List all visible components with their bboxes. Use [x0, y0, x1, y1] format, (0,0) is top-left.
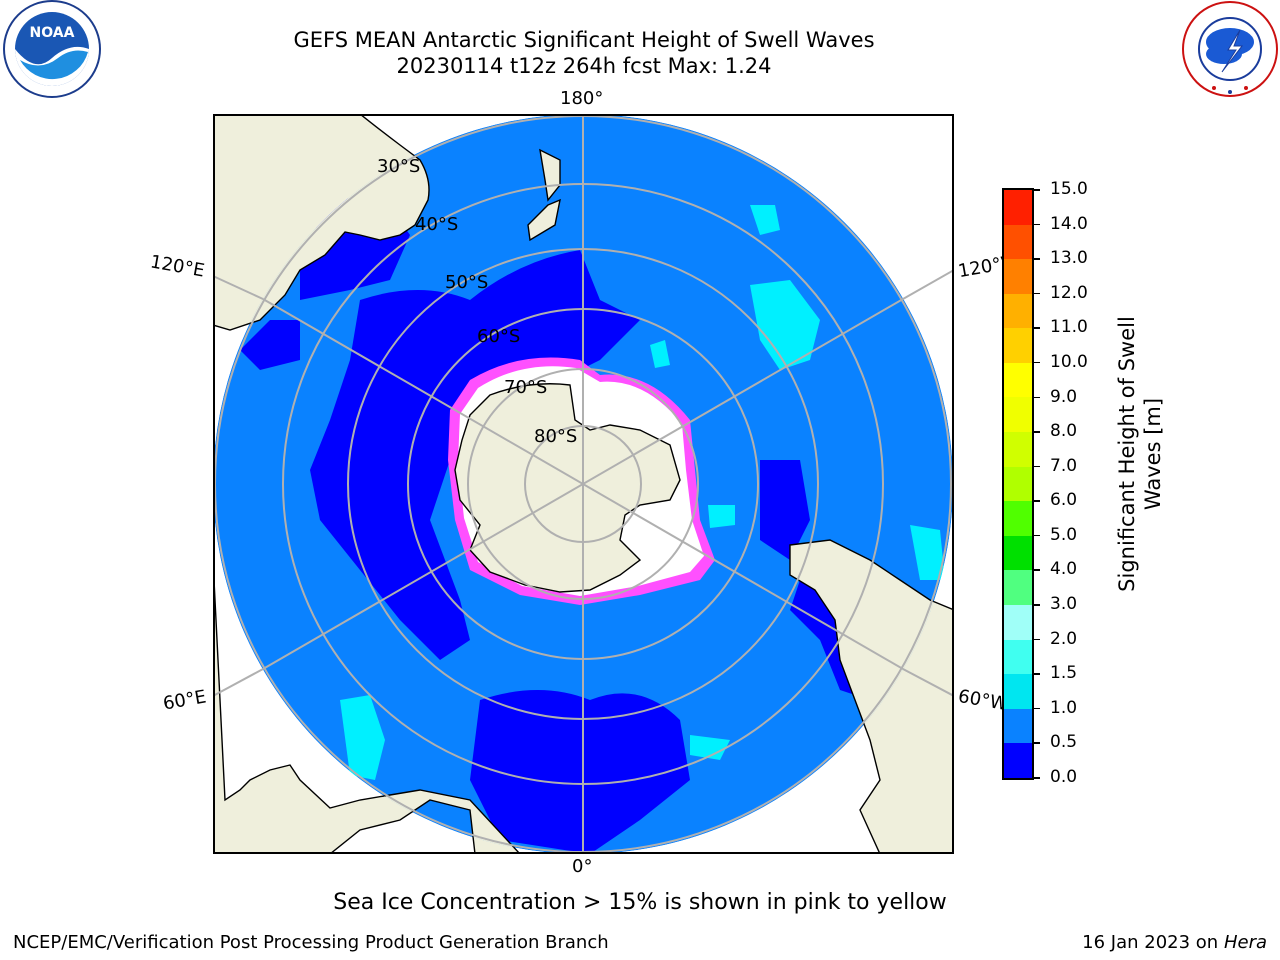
colorbar-tick-label: 5.0: [1050, 524, 1078, 545]
colorbar-segment: [1004, 743, 1032, 778]
lat-label-80s: 80°S: [534, 426, 578, 447]
colorbar-segment: [1004, 501, 1032, 536]
colorbar-tick-label: 1.0: [1050, 697, 1078, 718]
colorbar-tick-mark: [1034, 638, 1040, 641]
colorbar-tick-mark: [1034, 258, 1040, 260]
credit-left: NCEP/EMC/Verification Post Processing Pr…: [13, 932, 609, 953]
colorbar-tick-label: 11.0: [1050, 317, 1088, 338]
colorbar-segment: [1004, 293, 1032, 329]
colorbar-ticks: 0.0 0.5 1.0 1.5 2.0 3.0 4.0 5.0 6.0 7.0 8.0 9.0 10.0…: [1034, 179, 1094, 787]
colorbar-tick-label: 13.0: [1050, 248, 1088, 269]
map-panel: 30°S 40°S 50°S 60°S 70°S 80°S: [213, 114, 954, 854]
lat-label-70s: 70°S: [504, 377, 548, 398]
colorbar-label: Significant Height of Swell Waves [m]: [1114, 304, 1166, 604]
sea-ice-note: Sea Ice Concentration > 15% is shown in …: [333, 890, 947, 915]
colorbar-tick-mark: [1034, 500, 1040, 502]
colorbar-tick-label: 2.0: [1050, 628, 1078, 649]
colorbar-tick-mark: [1034, 673, 1040, 675]
svg-text:NOAA: NOAA: [30, 25, 75, 41]
colorbar-tick-label: 3.0: [1050, 594, 1078, 615]
title-line-2: 20230114 t12z 264h fcst Max: 1.24: [396, 54, 772, 78]
colorbar-label-wrap: Significant Height of Swell Waves [m]: [1030, 316, 1250, 592]
credit-host: Hera: [1223, 932, 1267, 953]
graticule: [215, 116, 952, 852]
colorbar-tick-mark: [1034, 604, 1040, 606]
colorbar-segment: [1004, 328, 1032, 363]
colorbar-tick-mark: [1034, 569, 1040, 571]
lat-label-60s: 60°S: [477, 326, 521, 347]
title-line-1: GEFS MEAN Antarctic Significant Height o…: [293, 28, 875, 52]
colorbar-tick-mark: [1034, 707, 1040, 710]
colorbar-tick-label: 0.0: [1050, 767, 1078, 787]
colorbar-segment: [1004, 397, 1032, 433]
colorbar-segment: [1004, 362, 1032, 398]
colorbar-label-line2: Waves [m]: [1141, 397, 1165, 511]
outer-graticule: [215, 269, 952, 697]
colorbar-tick-mark: [1034, 777, 1040, 779]
colorbar-tick-label: 4.0: [1050, 559, 1078, 580]
colorbar-tick-label: 8.0: [1050, 421, 1078, 442]
colorbar-segment: [1004, 605, 1032, 640]
colorbar-segment: [1004, 674, 1032, 709]
colorbar: [1002, 188, 1034, 780]
colorbar-tick-label: 1.5: [1050, 663, 1078, 684]
colorbar-tick-mark: [1034, 396, 1040, 399]
colorbar-tick-mark: [1034, 361, 1040, 364]
colorbar-tick-mark: [1034, 465, 1040, 468]
colorbar-segment: [1004, 708, 1032, 744]
lat-label-30s: 30°S: [377, 156, 421, 177]
colorbar-tick-mark: [1034, 223, 1040, 226]
colorbar-tick-label: 9.0: [1050, 386, 1078, 407]
colorbar-tick-mark: [1034, 534, 1040, 537]
colorbar-segment: [1004, 432, 1032, 467]
lon-label-0: 0°: [572, 856, 593, 877]
colorbar-tick-label: 12.0: [1050, 282, 1088, 303]
lon-label-180: 180°: [560, 88, 604, 109]
moderate-swell-region: [340, 205, 945, 780]
colorbar-segment: [1004, 639, 1032, 675]
colorbar-tick-label: 15.0: [1050, 179, 1088, 199]
lon-label-120e: 120°E: [148, 251, 207, 282]
colorbar-tick-label: 14.0: [1050, 213, 1088, 234]
lat-label-50s: 50°S: [445, 272, 489, 293]
noaa-logo: NOAA: [0, 0, 106, 100]
colorbar-segment: [1004, 466, 1032, 502]
colorbar-tick-mark: [1034, 189, 1040, 191]
colorbar-segment: [1004, 535, 1032, 571]
nws-logo: [1178, 0, 1280, 100]
colorbar-segment: [1004, 224, 1032, 260]
colorbar-segment: [1004, 259, 1032, 294]
colorbar-tick-label: 0.5: [1050, 732, 1078, 753]
colorbar-tick-mark: [1034, 292, 1040, 295]
colorbar-tick-label: 6.0: [1050, 490, 1078, 511]
antarctica: [454, 383, 681, 593]
colorbar-tick-label: 7.0: [1050, 455, 1078, 476]
credit-date: 16 Jan 2023 on: [1082, 932, 1224, 953]
colorbar-segment: [1004, 189, 1032, 225]
colorbar-tick-label: 10.0: [1050, 351, 1088, 372]
lat-label-40s: 40°S: [415, 214, 459, 235]
lon-label-60e: 60°E: [161, 686, 208, 715]
colorbar-tick-mark: [1034, 327, 1040, 329]
colorbar-segment: [1004, 570, 1032, 606]
colorbar-tick-mark: [1034, 742, 1040, 744]
credit-right: 16 Jan 2023 on Hera: [1082, 932, 1267, 953]
colorbar-tick-mark: [1034, 431, 1040, 433]
colorbar-label-line1: Significant Height of Swell: [1115, 316, 1139, 592]
